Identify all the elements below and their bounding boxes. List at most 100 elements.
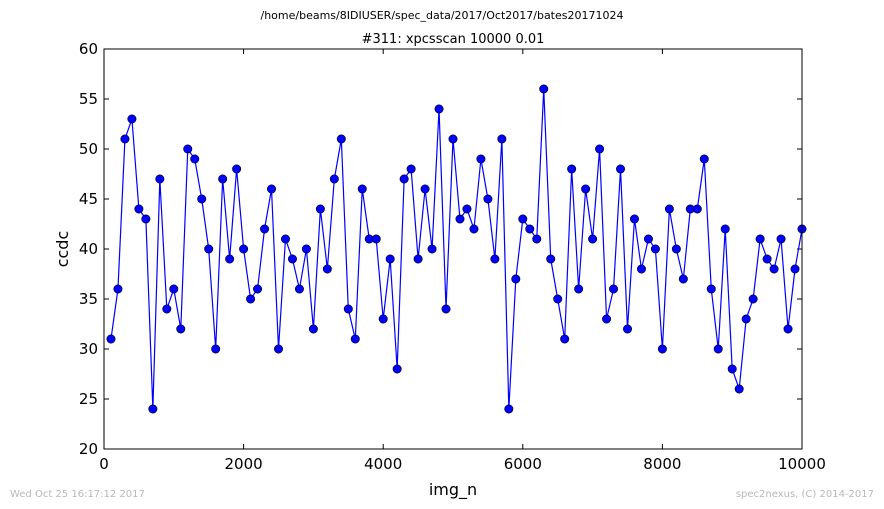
data-point <box>567 164 577 174</box>
data-point <box>720 224 730 234</box>
data-point <box>127 114 137 124</box>
data-point <box>525 224 535 234</box>
data-point <box>183 144 193 154</box>
y-tick-label: 50 <box>79 140 98 158</box>
data-point <box>769 264 779 274</box>
data-point <box>308 324 318 334</box>
data-point <box>218 174 228 184</box>
data-point <box>616 164 626 174</box>
y-tick-label: 60 <box>79 40 98 58</box>
data-point <box>622 324 632 334</box>
data-point <box>581 184 591 194</box>
data-point <box>755 234 765 244</box>
data-point <box>699 154 709 164</box>
data-point <box>267 184 277 194</box>
data-point <box>371 234 381 244</box>
data-point <box>392 364 402 374</box>
y-tick-label: 30 <box>79 340 98 358</box>
data-point <box>273 344 283 354</box>
data-point <box>609 284 619 294</box>
x-axis-label: img_n <box>429 480 477 500</box>
data-point <box>246 294 256 304</box>
data-point <box>260 224 270 234</box>
data-point <box>748 294 758 304</box>
data-point <box>427 244 437 254</box>
chart-title: #311: xpcsscan 10000 0.01 <box>362 32 545 47</box>
x-tick-label: 0 <box>99 455 109 473</box>
data-point <box>162 304 172 314</box>
data-point <box>413 254 423 264</box>
data-point <box>539 84 549 94</box>
data-point <box>434 104 444 114</box>
series-line <box>110 88 803 410</box>
data-point <box>462 204 472 214</box>
data-point <box>336 134 346 144</box>
data-point <box>741 314 751 324</box>
data-point <box>113 284 123 294</box>
data-point <box>713 344 723 354</box>
data-point <box>455 214 465 224</box>
data-point <box>141 214 151 224</box>
footer-timestamp: Wed Oct 25 16:17:12 2017 <box>10 489 145 500</box>
data-point <box>574 284 584 294</box>
data-point <box>169 284 179 294</box>
data-point <box>148 404 158 414</box>
y-axis-label: ccdc <box>53 231 72 268</box>
data-point <box>287 254 297 264</box>
data-point <box>490 254 500 264</box>
y-tick-label: 40 <box>79 240 98 258</box>
data-point <box>329 174 339 184</box>
data-point <box>553 294 563 304</box>
x-tick-label: 6000 <box>504 455 542 473</box>
y-tick-label: 25 <box>79 390 98 408</box>
data-point <box>225 254 235 264</box>
data-point <box>448 134 458 144</box>
data-point <box>643 234 653 244</box>
data-point <box>301 244 311 254</box>
data-point <box>706 284 716 294</box>
data-point <box>399 174 409 184</box>
data-point <box>692 204 702 214</box>
footer-credit: spec2nexus, (C) 2014-2017 <box>736 489 874 500</box>
data-series <box>106 84 807 414</box>
data-point <box>678 274 688 284</box>
data-point <box>239 244 249 254</box>
data-point <box>441 304 451 314</box>
data-point <box>350 334 360 344</box>
data-point <box>790 264 800 274</box>
data-point <box>650 244 660 254</box>
x-tick-label: 2000 <box>225 455 263 473</box>
y-tick-label: 20 <box>79 440 98 458</box>
y-tick-label: 45 <box>79 190 98 208</box>
x-tick-label: 8000 <box>643 455 681 473</box>
data-point <box>595 144 605 154</box>
data-point <box>588 234 598 244</box>
data-point <box>497 134 507 144</box>
data-point <box>155 174 165 184</box>
y-tick-label: 55 <box>79 90 98 108</box>
data-point <box>734 384 744 394</box>
data-point <box>204 244 214 254</box>
data-point <box>727 364 737 374</box>
data-point <box>420 184 430 194</box>
data-point <box>378 314 388 324</box>
chart-suptitle: /home/beams/8IDIUSER/spec_data/2017/Oct2… <box>261 9 624 22</box>
data-point <box>762 254 772 264</box>
data-point <box>783 324 793 334</box>
data-point <box>343 304 353 314</box>
data-point <box>385 254 395 264</box>
axis-ticks: 0 2000 4000 6000 8000 10000 20 25 30 35 40 45 50 55 60 <box>79 40 826 473</box>
x-tick-label: 10000 <box>778 455 826 473</box>
data-point <box>197 194 207 204</box>
data-point <box>294 284 304 294</box>
data-point <box>532 234 542 244</box>
data-point <box>232 164 242 174</box>
data-point <box>560 334 570 344</box>
data-point <box>106 334 116 344</box>
data-point <box>211 344 221 354</box>
data-point <box>776 234 786 244</box>
data-point <box>469 224 479 234</box>
data-point <box>504 404 514 414</box>
data-point <box>315 204 325 214</box>
